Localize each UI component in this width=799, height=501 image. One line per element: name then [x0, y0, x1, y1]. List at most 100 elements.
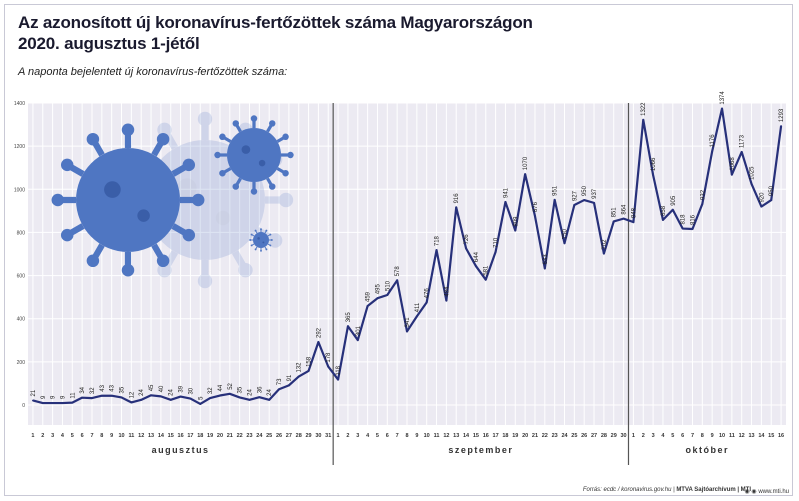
data-label: 9	[41, 395, 47, 399]
data-label: 39	[179, 385, 185, 392]
data-point	[484, 278, 487, 281]
credit-text: MTVA Sajtóarchívum | MTI	[676, 487, 751, 493]
virus-spot	[262, 241, 265, 244]
data-label: 40	[159, 385, 165, 392]
x-tick-label: 14	[158, 433, 165, 439]
y-tick-label: 1000	[14, 187, 25, 193]
data-label: 858	[661, 205, 667, 216]
data-point	[652, 174, 655, 176]
data-label: 43	[100, 384, 106, 391]
data-label: 916	[454, 193, 460, 204]
x-tick-label: 19	[512, 433, 518, 439]
data-label: 91	[287, 374, 293, 381]
data-point	[199, 403, 202, 405]
data-label: 35	[238, 386, 244, 393]
x-tick-label: 22	[237, 433, 243, 439]
mtva-logo-icon: ◉	[744, 489, 750, 495]
virus-spike-tip	[268, 183, 276, 190]
data-point	[71, 401, 74, 404]
data-point	[91, 397, 93, 399]
data-point	[642, 118, 645, 121]
x-tick-label: 3	[652, 433, 655, 439]
data-label: 818	[681, 214, 687, 225]
data-point	[248, 398, 251, 401]
data-point	[740, 151, 743, 153]
virus-spike-tip	[270, 239, 273, 241]
x-tick-label: 2	[642, 433, 645, 439]
source-text: Forrás: ecdc / koronavirus.gov.hu	[582, 487, 672, 493]
virus-spike-tip	[260, 249, 262, 252]
virus-spike-tip	[86, 254, 100, 268]
x-tick-label: 17	[187, 433, 193, 439]
x-tick-label: 3	[51, 433, 54, 439]
x-tick-label: 4	[366, 433, 370, 439]
data-point	[563, 242, 566, 245]
x-tick-label: 16	[778, 433, 784, 439]
x-tick-label: 27	[286, 433, 292, 439]
virus-spike-tip	[282, 133, 289, 141]
data-label: 950	[582, 185, 588, 196]
source-note: Forrás: ecdc / koronavirus.gov.hu | MTVA…	[582, 487, 751, 493]
data-point	[396, 279, 399, 282]
data-label: 851	[612, 207, 618, 218]
data-label: 30	[188, 387, 194, 394]
virus-spike-tip	[182, 228, 196, 242]
data-point	[553, 198, 556, 201]
data-label: 73	[277, 378, 283, 385]
data-label: 5	[198, 396, 204, 400]
virus-spike-tip	[182, 158, 196, 172]
virus-spike-tip	[214, 151, 221, 159]
x-tick-label: 11	[434, 433, 440, 439]
x-tick-label: 22	[542, 433, 548, 439]
x-tick-label: 7	[691, 433, 694, 439]
data-point	[573, 204, 576, 206]
x-tick-label: 3	[356, 433, 359, 439]
virus-spike-tip	[250, 115, 258, 122]
data-point	[140, 398, 143, 401]
month-label: október	[685, 445, 729, 455]
data-point	[169, 398, 172, 401]
data-point	[691, 228, 694, 230]
data-point	[701, 203, 704, 205]
x-tick-label: 13	[453, 433, 459, 439]
data-label: 43	[110, 384, 116, 391]
data-point	[130, 401, 133, 404]
data-label: 510	[385, 280, 391, 291]
data-point	[622, 217, 625, 220]
x-tick-label: 1	[337, 433, 340, 439]
x-tick-label: 5	[376, 433, 379, 439]
x-tick-label: 25	[266, 433, 272, 439]
virus-spike-tip	[265, 248, 268, 251]
data-point	[455, 206, 458, 209]
data-label: 718	[435, 235, 441, 246]
virus-spike-tip	[278, 192, 294, 208]
x-tick-label: 23	[246, 433, 252, 439]
x-tick-label: 14	[463, 433, 470, 439]
coronavirus-illustration	[51, 111, 294, 289]
chart-frame	[4, 4, 793, 496]
data-label: 52	[228, 382, 234, 389]
data-point	[543, 267, 546, 270]
virus-spike	[231, 250, 249, 272]
data-point	[406, 330, 408, 333]
data-point	[425, 301, 428, 304]
x-tick-label: 29	[305, 433, 311, 439]
data-point	[268, 398, 271, 401]
data-point	[337, 378, 339, 381]
x-tick-label: 5	[671, 433, 674, 439]
virus-spike-tip	[51, 193, 65, 207]
virus-spike-tip	[265, 229, 268, 232]
data-label: 9	[51, 395, 57, 399]
y-tick-label: 0	[22, 403, 25, 409]
x-tick-label: 11	[729, 433, 735, 439]
title-line-2: 2020. augusztus 1-jétől	[18, 34, 200, 53]
x-tick-label: 7	[90, 433, 93, 439]
data-point	[159, 395, 162, 398]
data-label: 578	[395, 266, 401, 277]
virus-spike-tip	[250, 188, 258, 195]
x-tick-label: 15	[473, 433, 479, 439]
x-tick-label: 29	[611, 433, 617, 439]
data-label: 341	[405, 317, 411, 328]
data-label: 809	[513, 216, 519, 227]
data-point	[258, 396, 261, 399]
